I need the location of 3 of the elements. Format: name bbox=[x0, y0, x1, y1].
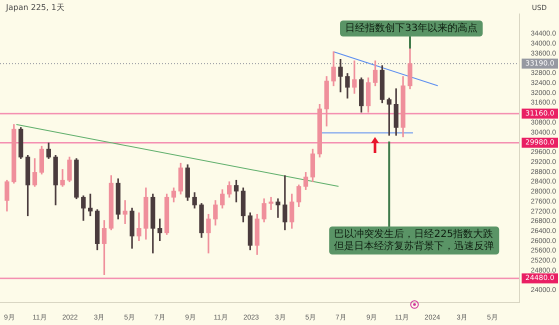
annotation: 日经指数创下33年以来的高点 bbox=[345, 22, 478, 34]
annotation: 巴以冲突发生后，日经225指数大跌但是日本经济复苏背景下，迅速反弹 bbox=[334, 228, 494, 252]
chart-title: Japan 225, 1天 bbox=[6, 2, 64, 13]
